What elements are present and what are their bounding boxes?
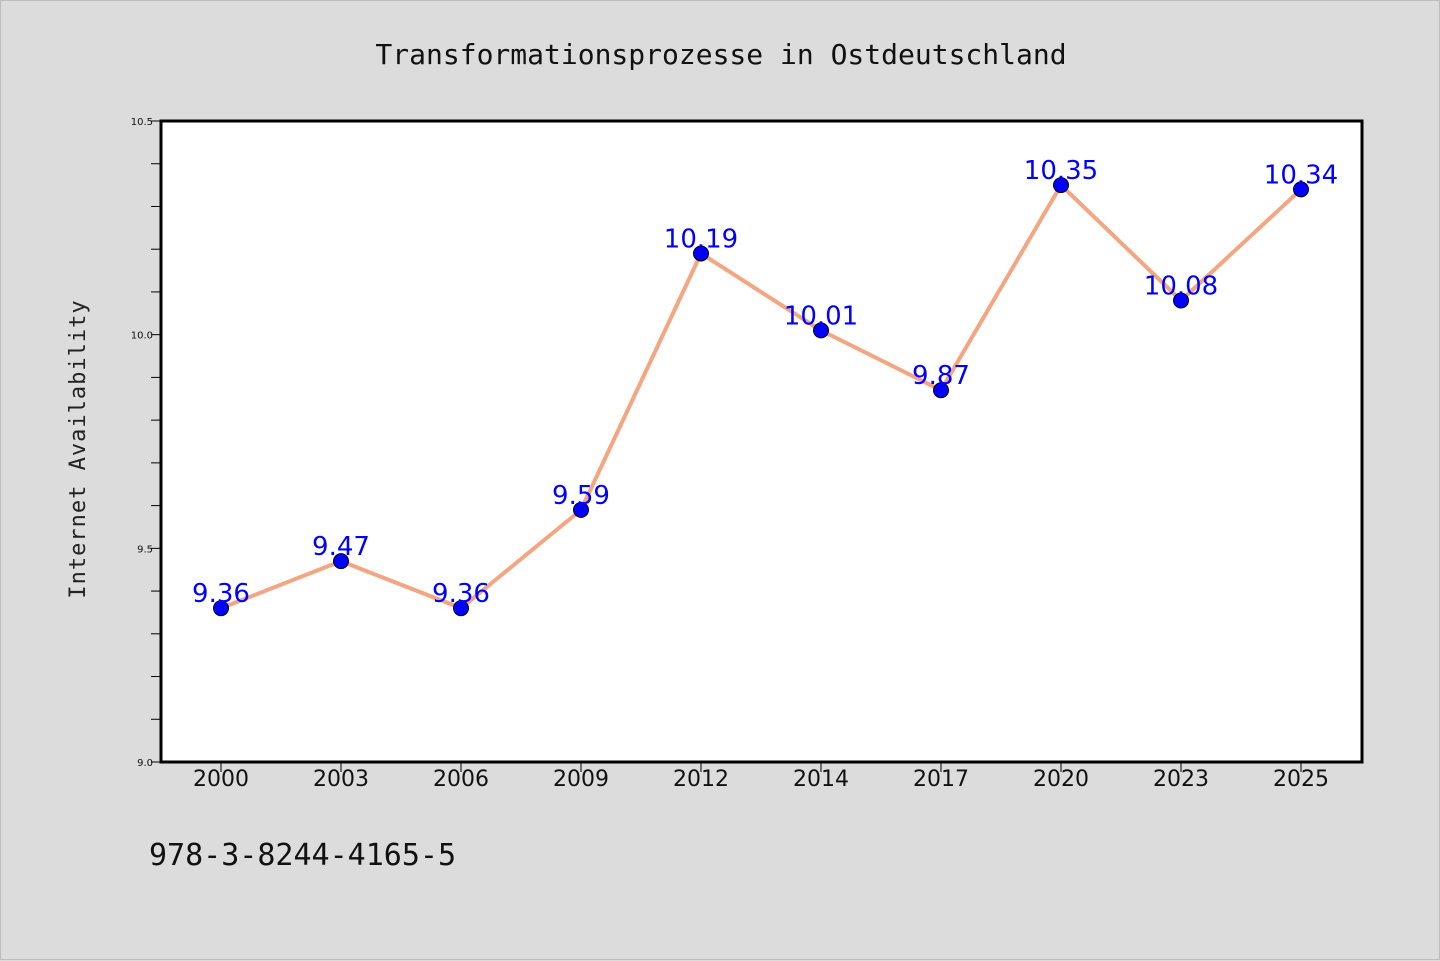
data-label: 9.87 bbox=[912, 361, 970, 391]
data-point bbox=[453, 600, 469, 617]
data-label: 9.59 bbox=[552, 481, 610, 511]
data-labels-layer: 9.36 9.47 9.36 9.59 10.19 10.01 9.87 10.35 10.08… bbox=[192, 156, 1338, 609]
x-tick-label: 2017 bbox=[913, 767, 969, 792]
x-tick-label: 2003 bbox=[313, 767, 369, 792]
y-tick-label: 9.0 bbox=[137, 758, 153, 769]
data-label: 10.01 bbox=[784, 301, 858, 331]
chart-title: Transformationsprozesse in Ostdeutschlan… bbox=[375, 38, 1066, 71]
x-tick-label: 2000 bbox=[193, 767, 249, 792]
data-point bbox=[1293, 181, 1309, 198]
data-point bbox=[573, 501, 589, 518]
data-label: 9.36 bbox=[192, 579, 250, 609]
y-tick-label: 10.5 bbox=[131, 117, 153, 128]
data-point bbox=[1053, 177, 1069, 194]
data-label: 10.35 bbox=[1024, 156, 1098, 186]
x-tick-label: 2012 bbox=[673, 767, 729, 792]
x-tick-label: 2009 bbox=[553, 767, 609, 792]
data-label: 10.19 bbox=[664, 224, 738, 254]
x-tick-label: 2006 bbox=[433, 767, 489, 792]
data-label: 10.08 bbox=[1144, 271, 1218, 301]
x-tick-label: 2025 bbox=[1273, 767, 1329, 792]
y-axis-label: Internet Availability bbox=[66, 299, 91, 598]
x-tick-label: 2020 bbox=[1033, 767, 1089, 792]
data-point bbox=[693, 245, 709, 262]
x-tick-label: 2023 bbox=[1153, 767, 1209, 792]
data-point bbox=[813, 322, 829, 339]
data-point bbox=[333, 553, 349, 570]
series-layer bbox=[213, 177, 1309, 617]
plot-area bbox=[159, 119, 1364, 764]
data-point bbox=[213, 600, 229, 617]
x-tick-label: 2014 bbox=[793, 767, 849, 792]
data-label: 9.47 bbox=[312, 532, 370, 562]
isbn-text: 978-3-8244-4165-5 bbox=[149, 838, 456, 873]
series-line bbox=[219, 183, 1303, 611]
data-point bbox=[1173, 292, 1189, 309]
axes-layer: 9.0 9.5 10.0 10.5 2000 2003 2006 2009 2012 2014 20… bbox=[131, 117, 1329, 792]
y-tick-label: 9.5 bbox=[137, 544, 153, 555]
y-tick-label: 10.0 bbox=[131, 331, 153, 342]
data-label: 9.36 bbox=[432, 579, 490, 609]
data-label: 10.34 bbox=[1264, 160, 1338, 190]
data-point bbox=[933, 382, 949, 399]
